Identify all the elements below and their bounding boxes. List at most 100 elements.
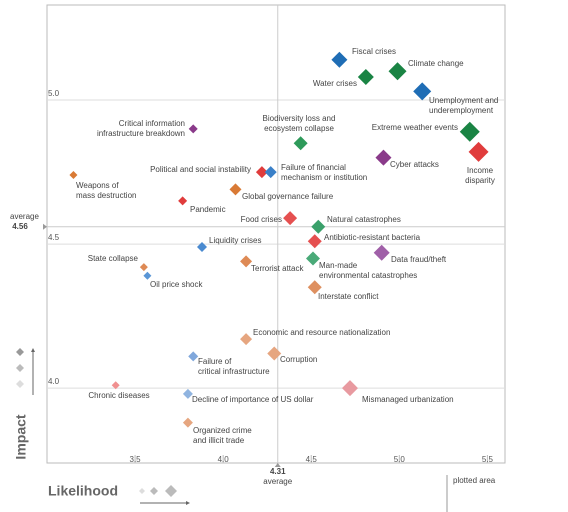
risk-label: Economic and resource nationalization xyxy=(253,328,390,337)
risk-marker xyxy=(139,263,148,272)
risk-label-line: Global governance failure xyxy=(242,192,334,201)
risk-label-line: Critical information xyxy=(119,119,185,128)
risk-label: Oil price shock xyxy=(150,280,203,289)
risk-label: Weapons of mass destruction xyxy=(76,181,136,200)
risk-label: Mismanaged urbanization xyxy=(362,395,454,404)
risk-label-line: Fiscal crises xyxy=(352,47,396,56)
risk-marker xyxy=(267,346,282,361)
risk-marker xyxy=(357,69,374,86)
y-tick-label: 4.5 xyxy=(48,233,60,242)
y-tick-label: 5.0 xyxy=(48,89,60,98)
risk-label-line: Failure of financial xyxy=(281,163,346,172)
risk-marker xyxy=(341,380,358,397)
risk-label-line: underemployment xyxy=(429,106,494,115)
risk-marker xyxy=(311,219,326,234)
risk-label: Natural catastrophes xyxy=(327,215,401,224)
risk-label-line: Decline of importance of US dollar xyxy=(192,395,314,404)
risk-label-line: Corruption xyxy=(280,355,317,364)
risk-marker xyxy=(459,121,480,142)
risk-label: Unemployment and underemployment xyxy=(429,96,498,115)
average-label: average xyxy=(10,212,39,221)
risk-marker xyxy=(331,51,348,68)
x-tick-label: 4.0 xyxy=(218,455,230,464)
risk-label-line: Cyber attacks xyxy=(390,160,439,169)
risk-label: Income disparity xyxy=(465,166,495,185)
risk-label-line: mechanism or institution xyxy=(281,173,367,182)
risk-marker xyxy=(468,141,489,162)
risk-label-line: Income xyxy=(467,166,494,175)
risk-label-line: Interstate conflict xyxy=(318,292,379,301)
risk-label-line: Oil price shock xyxy=(150,280,203,289)
risk-label-line: Climate change xyxy=(408,59,464,68)
risk-label-line: environmental catastrophes xyxy=(319,271,417,280)
risk-label-line: Antibiotic-resistant bacteria xyxy=(324,233,421,242)
risk-label: Food crises xyxy=(241,215,282,224)
risk-marker xyxy=(283,211,298,226)
risk-label: Corruption xyxy=(280,355,317,364)
risk-label-line: Political and social instability xyxy=(150,165,251,174)
risk-label: Man-made environmental catastrophes xyxy=(319,261,417,280)
risk-label: Cyber attacks xyxy=(390,160,439,169)
risk-marker xyxy=(307,234,322,249)
risk-marker xyxy=(188,351,199,362)
risk-label: Biodiversity loss and ecosystem collapse xyxy=(263,114,336,133)
risk-label: Interstate conflict xyxy=(318,292,379,301)
y-tick-label: 4.0 xyxy=(48,377,60,386)
risk-label: Critical information infrastructure break… xyxy=(97,119,185,138)
risk-marker xyxy=(229,183,242,196)
risk-label: Pandemic xyxy=(190,205,226,214)
average-marker xyxy=(43,223,47,230)
x-tick-label: 5.0 xyxy=(394,455,406,464)
risk-label: Organized crime and illicit trade xyxy=(193,426,252,445)
risk-label: Failure of financial mechanism or institu… xyxy=(281,163,367,182)
risk-label-line: and illicit trade xyxy=(193,436,245,445)
risk-marker xyxy=(178,196,188,206)
risk-label: Water crises xyxy=(313,79,357,88)
x-axis-label: Likelihood xyxy=(48,483,118,499)
risk-label: Decline of importance of US dollar xyxy=(192,395,314,404)
risk-label-line: critical infrastructure xyxy=(198,367,270,376)
risk-label: Political and social instability xyxy=(150,165,251,174)
risk-marker xyxy=(264,166,277,179)
risk-label: Fiscal crises xyxy=(352,47,396,56)
risk-label: Global governance failure xyxy=(242,192,334,201)
risk-marker xyxy=(111,381,120,390)
risk-label: Liquidity crises xyxy=(209,236,261,245)
risk-marker xyxy=(307,280,322,295)
risk-label-line: infrastructure breakdown xyxy=(97,129,185,138)
risk-label-line: ecosystem collapse xyxy=(264,124,334,133)
risk-label-line: Failure of xyxy=(198,357,232,366)
risk-label-line: disparity xyxy=(465,176,495,185)
risk-label-line: mass destruction xyxy=(76,191,136,200)
risk-label: Chronic diseases xyxy=(88,391,149,400)
note: plotted area xyxy=(453,476,496,485)
plot-frame xyxy=(46,4,506,464)
risk-label-line: Pandemic xyxy=(190,205,226,214)
x-tick-label: 3.5 xyxy=(130,455,142,464)
risk-marker xyxy=(305,251,320,266)
risk-label-line: Biodiversity loss and xyxy=(263,114,336,123)
risk-label-line: Mismanaged urbanization xyxy=(362,395,454,404)
risk-label-line: Economic and resource nationalization xyxy=(253,328,390,337)
risk-marker xyxy=(240,333,253,346)
risk-label-line: Liquidity crises xyxy=(209,236,261,245)
risk-label: Terrorist attack xyxy=(251,264,304,273)
y-axis-label: Impact xyxy=(13,414,29,459)
average-value: 4.31 xyxy=(270,467,286,476)
risk-marker xyxy=(182,417,193,428)
risk-label-line: Man-made xyxy=(319,261,358,270)
risk-label-line: State collapse xyxy=(88,254,139,263)
risk-label: Failure of critical infrastructure xyxy=(198,357,270,376)
impact-legend xyxy=(16,348,35,395)
risk-label-line: Data fraud/theft xyxy=(391,255,447,264)
risk-marker xyxy=(375,149,392,166)
risk-label: Antibiotic-resistant bacteria xyxy=(324,233,421,242)
risk-label-line: Extreme weather events xyxy=(372,123,458,132)
risk-label-line: Chronic diseases xyxy=(88,391,149,400)
risk-marker xyxy=(69,170,78,179)
x-tick-label: 5.5 xyxy=(482,455,494,464)
risk-marker xyxy=(240,255,253,268)
risk-marker xyxy=(293,136,308,151)
risk-label: State collapse xyxy=(88,254,139,263)
risk-label-line: Unemployment and xyxy=(429,96,498,105)
